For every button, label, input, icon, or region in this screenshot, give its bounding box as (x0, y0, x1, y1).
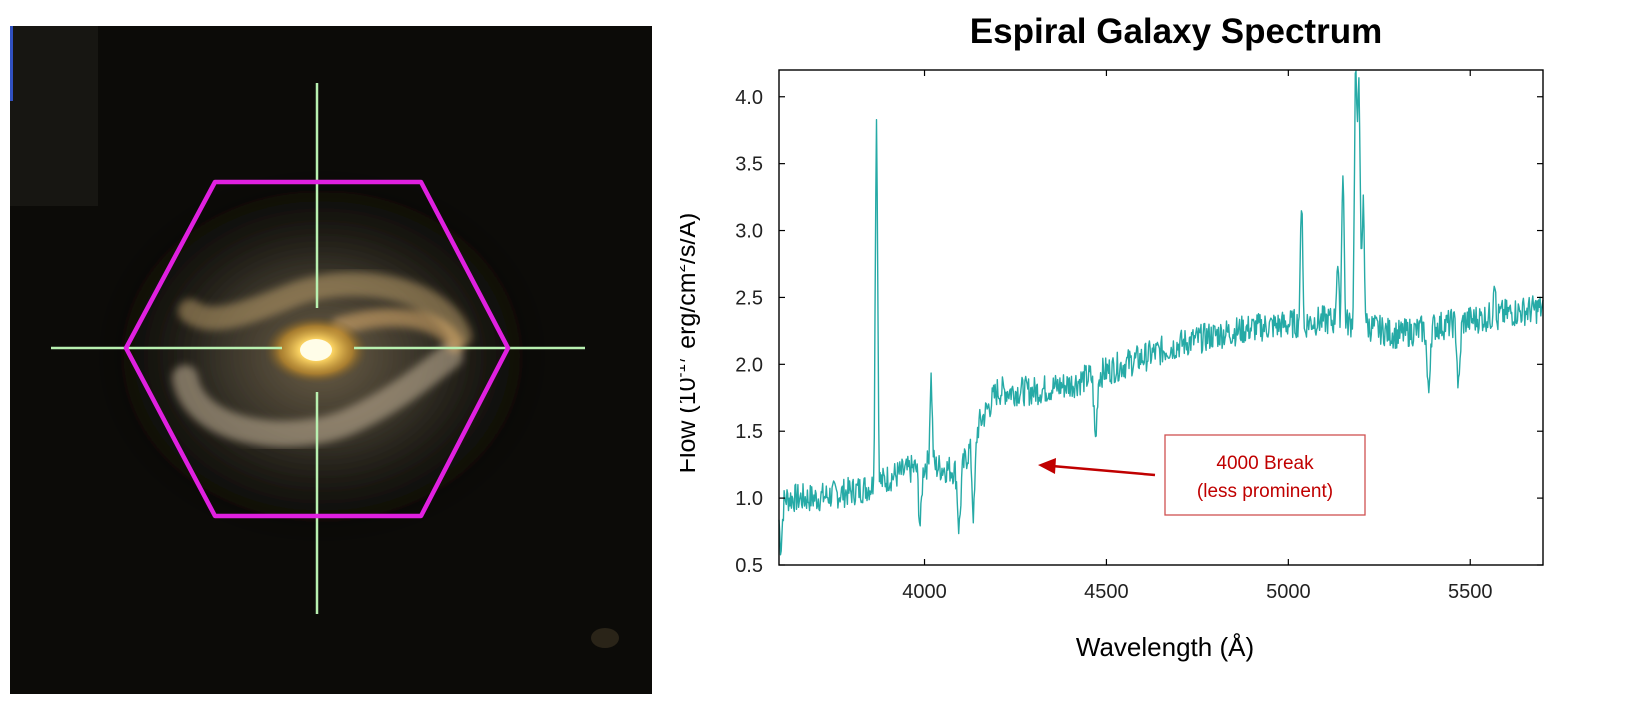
y-tick-label: 4.0 (735, 87, 763, 109)
chart-title: Espiral Galaxy Spectrum (970, 12, 1382, 51)
galaxy-nucleus (300, 339, 332, 361)
x-axis-label: Wavelength (Å) (1076, 632, 1254, 662)
y-tick-label: 0.5 (735, 555, 763, 577)
y-tick-label: 1.5 (735, 421, 763, 443)
x-tick-label: 4500 (1084, 581, 1129, 603)
annotation-arrow-head (1038, 458, 1056, 474)
bottom-right-blob (591, 628, 619, 648)
top-left-corner-marker (10, 26, 13, 101)
annotation-4000-break: 4000 Break (less prominent) (1038, 434, 1366, 516)
y-tick-label: 1.0 (735, 488, 763, 510)
y-tick-label: 2.0 (735, 354, 763, 376)
x-tick-label: 5000 (1266, 581, 1311, 603)
annotation-arrow-shaft (1051, 464, 1156, 477)
y-axis-label: Flow (10-17 erg/cm2/s/Å) (680, 213, 701, 474)
x-tick-label: 4000 (902, 581, 947, 603)
top-left-patch (10, 26, 98, 206)
galaxy-image (10, 26, 652, 694)
y-tick-label: 3.5 (735, 154, 763, 176)
y-tick-label: 3.0 (735, 221, 763, 243)
annotation-box (1164, 434, 1366, 516)
annotation-text-line1: 4000 Break (1216, 453, 1314, 474)
spectrum-chart: Espiral Galaxy Spectrum 4000 4500 5000 5500… (680, 0, 1644, 703)
hexagon-overlay (123, 179, 511, 519)
x-tick-label: 5500 (1448, 581, 1493, 603)
spectrum-line (778, 70, 1544, 556)
plot-frame (778, 69, 1544, 566)
y-tick-label: 2.5 (735, 287, 763, 309)
spiral-arms (172, 272, 472, 447)
annotation-text-line2: (less prominent) (1197, 481, 1333, 502)
crosshair (51, 83, 585, 614)
